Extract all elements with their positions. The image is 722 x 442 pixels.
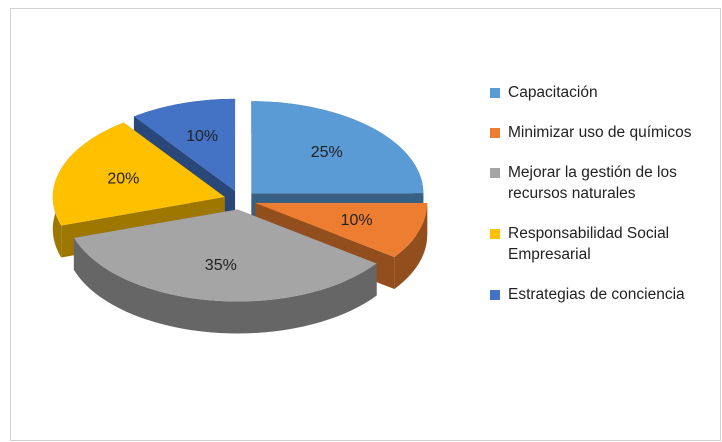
- slice-top: [255, 202, 428, 258]
- slice-wall: [394, 202, 428, 290]
- data-label: 10%: [186, 128, 218, 145]
- legend-item: Minimizar uso de químicos: [490, 122, 718, 143]
- data-label: 20%: [107, 171, 139, 188]
- slice: 35%: [73, 209, 377, 334]
- slice-top: [52, 122, 225, 226]
- legend-swatch: [490, 128, 500, 138]
- legend-item: Estrategias de conciencia: [490, 284, 718, 305]
- legend-label: Estrategias de conciencia: [508, 286, 685, 303]
- legend-item: Capacitación: [490, 82, 718, 103]
- data-label: 10%: [341, 212, 373, 229]
- legend-item: Mejorar la gestión de los recursos natur…: [490, 162, 718, 204]
- data-label: 35%: [205, 257, 237, 274]
- data-label: 25%: [311, 144, 343, 161]
- legend-label: Responsabilidad Social Empresarial: [508, 225, 670, 263]
- legend-swatch: [490, 290, 500, 300]
- legend-label: Minimizar uso de químicos: [508, 124, 692, 141]
- legend-swatch: [490, 229, 500, 239]
- slice-top: [251, 101, 424, 194]
- legend-swatch: [490, 88, 500, 98]
- legend-label: Capacitación: [508, 84, 598, 101]
- legend: Capacitación Minimizar uso de químicos Mej…: [490, 82, 718, 324]
- slice-wall: [73, 237, 377, 334]
- slice-top: [73, 209, 377, 302]
- legend-swatch: [490, 168, 500, 178]
- legend-label: Mejorar la gestión de los recursos natur…: [508, 164, 677, 202]
- chart-border: [10, 8, 721, 441]
- slice-top: [133, 98, 236, 191]
- legend-item: Responsabilidad Social Empresarial: [490, 223, 718, 265]
